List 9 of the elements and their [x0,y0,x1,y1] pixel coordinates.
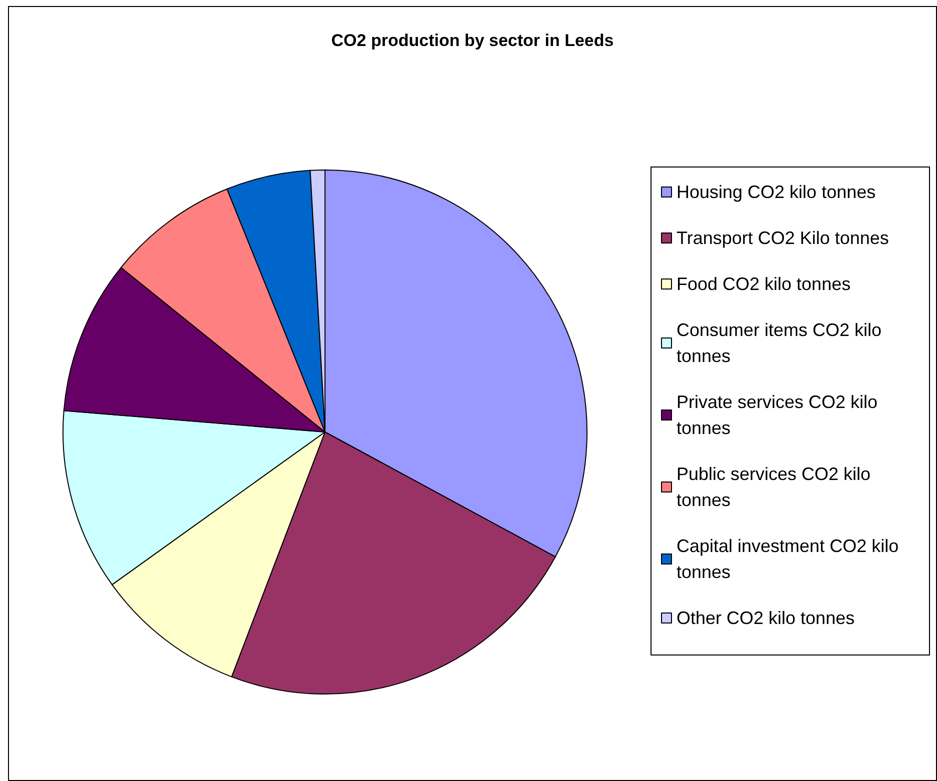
legend-label: Other CO2 kilo tonnes [676,608,855,628]
legend-label: Capital investment CO2 kilo tonnes [676,536,904,582]
legend-label: Private services CO2 kilo tonnes [676,392,883,438]
chart-title: CO2 production by sector in Leeds [331,31,614,50]
legend-label: Consumer items CO2 kilo tonnes [676,320,887,366]
legend-label: Housing CO2 kilo tonnes [676,182,876,202]
legend-label: Transport CO2 Kilo tonnes [676,228,889,248]
legend-label: Public services CO2 kilo tonnes [676,464,876,510]
legend-label: Food CO2 kilo tonnes [676,274,851,294]
